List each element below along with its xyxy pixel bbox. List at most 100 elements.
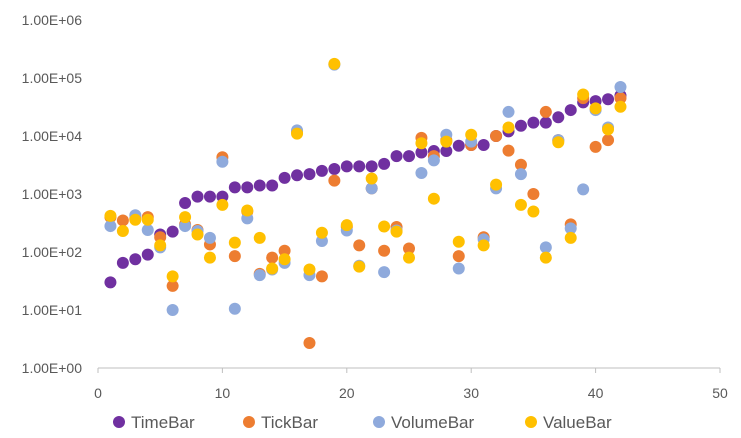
- data-point: [477, 239, 490, 252]
- series-valuebar: [104, 57, 627, 283]
- axes: [97, 367, 721, 373]
- data-point: [141, 248, 154, 261]
- legend-item-tickbar: TickBar: [243, 413, 318, 432]
- data-point: [564, 104, 577, 117]
- data-point: [154, 239, 167, 252]
- y-tick-label: 1.00E+02: [22, 244, 83, 260]
- data-point: [490, 178, 503, 191]
- data-point: [203, 190, 216, 203]
- y-tick-label: 1.00E+05: [22, 70, 83, 86]
- data-point: [527, 188, 540, 200]
- data-point: [241, 204, 254, 217]
- data-point: [216, 198, 229, 211]
- x-tick-label: 40: [588, 385, 604, 401]
- data-point: [203, 251, 216, 264]
- data-point: [129, 253, 142, 266]
- x-tick-labels: 0 10 20 30 40 50: [94, 385, 728, 401]
- legend-label: TickBar: [261, 413, 318, 432]
- data-point: [403, 242, 415, 255]
- data-point: [452, 262, 465, 275]
- data-point: [353, 260, 366, 273]
- data-point: [539, 105, 552, 118]
- data-point: [116, 256, 129, 269]
- data-point: [179, 196, 192, 209]
- data-point: [365, 172, 378, 185]
- data-point: [390, 150, 403, 163]
- data-point: [614, 92, 627, 105]
- data-point: [340, 219, 353, 232]
- data-point: [589, 140, 602, 153]
- data-point: [564, 222, 577, 235]
- data-point: [365, 160, 378, 173]
- legend-item-timebar: TimeBar: [113, 413, 195, 432]
- data-point: [564, 231, 577, 244]
- data-point: [203, 231, 216, 244]
- data-point: [141, 213, 154, 226]
- legend-marker: [113, 416, 125, 428]
- data-point: [116, 225, 129, 238]
- y-tick-label: 1.00E+03: [22, 186, 83, 202]
- data-point: [353, 160, 366, 173]
- data-point: [253, 269, 266, 282]
- data-point: [539, 251, 552, 264]
- data-point: [166, 225, 179, 238]
- data-point: [278, 253, 291, 266]
- data-point: [502, 144, 515, 157]
- data-point: [266, 251, 279, 264]
- data-point: [216, 155, 229, 168]
- data-point: [415, 167, 428, 180]
- data-point: [129, 213, 142, 226]
- data-point: [253, 231, 266, 244]
- data-point: [253, 179, 266, 192]
- data-point: [166, 270, 179, 283]
- data-point: [191, 190, 204, 203]
- data-point: [403, 251, 415, 264]
- data-point: [328, 162, 341, 175]
- data-point: [278, 171, 291, 184]
- data-point: [477, 138, 490, 151]
- legend-label: TimeBar: [131, 413, 195, 432]
- y-tick-label: 1.00E+00: [22, 360, 83, 376]
- x-tick-label: 20: [339, 385, 355, 401]
- data-point: [116, 214, 129, 227]
- series-volumebar: [104, 58, 627, 316]
- data-point: [440, 145, 453, 158]
- y-tick-label: 1.00E+04: [22, 128, 83, 144]
- data-point: [514, 198, 527, 211]
- x-tick-label: 50: [712, 385, 728, 401]
- data-point: [452, 235, 465, 248]
- data-point: [378, 157, 391, 170]
- data-point: [191, 228, 204, 241]
- data-point: [490, 130, 503, 142]
- data-point: [452, 250, 465, 263]
- data-point: [539, 241, 552, 254]
- data-point: [141, 223, 154, 236]
- y-tick-labels: 1.00E+00 1.00E+01 1.00E+02 1.00E+03 1.00E+04…: [22, 12, 83, 376]
- data-point: [179, 220, 192, 233]
- data-point: [315, 234, 328, 247]
- data-point: [465, 128, 478, 141]
- data-point: [228, 181, 241, 194]
- data-point: [403, 150, 415, 163]
- legend-marker: [525, 416, 537, 428]
- data-point: [427, 192, 440, 205]
- data-point: [228, 302, 241, 315]
- data-point: [353, 239, 366, 252]
- data-point: [378, 244, 391, 257]
- data-point: [552, 111, 565, 124]
- data-point: [502, 121, 515, 134]
- data-point: [602, 123, 615, 136]
- data-point: [303, 263, 316, 276]
- data-point: [241, 181, 254, 194]
- data-point: [440, 135, 453, 148]
- legend-marker: [373, 416, 385, 428]
- data-points: [104, 57, 627, 349]
- data-point: [514, 119, 527, 132]
- data-point: [415, 137, 428, 150]
- data-point: [514, 168, 527, 181]
- data-point: [228, 250, 241, 263]
- data-point: [154, 231, 167, 244]
- data-point: [527, 205, 540, 218]
